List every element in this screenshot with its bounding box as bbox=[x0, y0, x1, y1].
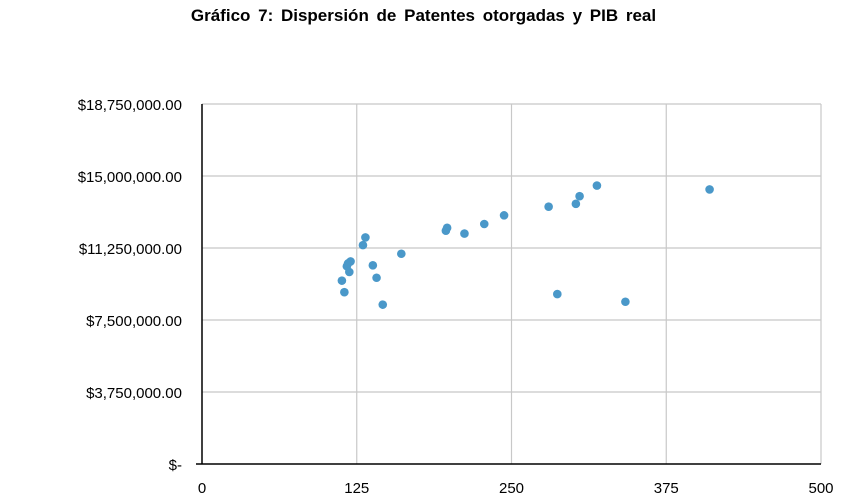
data-point bbox=[544, 202, 553, 212]
data-point bbox=[337, 276, 347, 285]
data-point bbox=[479, 219, 489, 229]
data-point bbox=[571, 199, 581, 209]
data-point bbox=[575, 191, 584, 201]
y-tick-label: $7,500,000.00 bbox=[86, 313, 182, 330]
data-point bbox=[397, 249, 406, 259]
x-tick-label: 500 bbox=[808, 480, 833, 497]
data-point bbox=[346, 257, 355, 266]
data-point bbox=[592, 181, 602, 190]
data-point bbox=[361, 233, 370, 242]
x-tick-label: 375 bbox=[654, 480, 679, 497]
data-point bbox=[553, 289, 562, 299]
x-tick-label: 125 bbox=[344, 480, 369, 497]
axes bbox=[196, 104, 821, 465]
x-tick-label: 0 bbox=[198, 480, 206, 497]
grid-lines bbox=[202, 103, 822, 464]
y-axis-ticks: $- $3,750,000.00 $7,500,000.00 $11,250,000.… bbox=[78, 97, 182, 474]
x-axis-ticks: 0 125 250 375 500 bbox=[198, 480, 834, 497]
y-tick-label: $3,750,000.00 bbox=[86, 385, 182, 402]
y-tick-label: $18,750,000.00 bbox=[78, 97, 182, 114]
data-point bbox=[372, 273, 381, 283]
y-tick-label: $15,000,000.00 bbox=[78, 169, 182, 186]
x-tick-label: 250 bbox=[499, 480, 524, 497]
data-point bbox=[378, 300, 388, 309]
data-point bbox=[368, 260, 378, 270]
data-point bbox=[705, 185, 714, 194]
data-point bbox=[442, 223, 452, 233]
data-point bbox=[358, 240, 368, 250]
data-point bbox=[340, 287, 349, 297]
chart-title: Gráfico 7: Dispersión de Patentes otorga… bbox=[190, 6, 657, 25]
y-tick-label: $- bbox=[169, 457, 182, 474]
data-point bbox=[460, 229, 469, 238]
data-points bbox=[337, 181, 714, 309]
y-tick-label: $11,250,000.00 bbox=[79, 241, 182, 258]
data-point bbox=[621, 297, 630, 307]
data-point bbox=[499, 211, 509, 220]
data-point bbox=[345, 267, 354, 277]
